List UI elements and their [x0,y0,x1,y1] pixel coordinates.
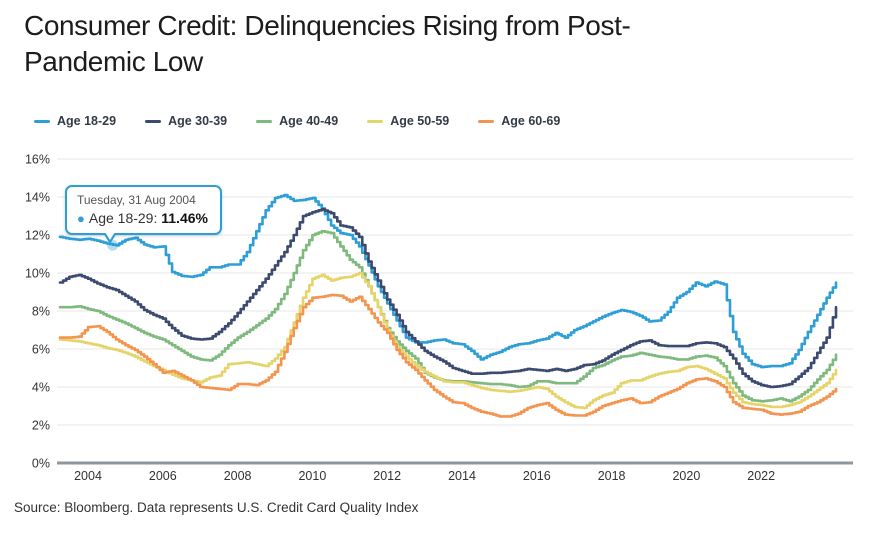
x-axis-label: 2016 [523,469,551,483]
legend-marker-icon [478,119,495,123]
legend-marker-icon [34,119,50,123]
y-axis-label: 14% [25,191,50,205]
legend-marker-icon [145,119,162,123]
y-axis-label: 10% [25,267,50,281]
tooltip: Tuesday, 31 Aug 2004 ● Age 18-29: 11.46% [65,185,222,244]
x-axis-label: 2008 [224,469,252,483]
tooltip-value: 11.46% [161,210,208,226]
x-axis-label: 2012 [373,469,401,483]
legend-item-age-40-49[interactable]: Age 40-49 [256,114,338,128]
y-axis-label: 2% [32,419,50,433]
legend-label: Age 18-29 [57,114,117,128]
y-axis-label: 0% [32,457,50,471]
legend-item-age-18-29[interactable]: Age 18-29 [34,114,116,128]
y-axis-label: 16% [25,153,50,167]
tooltip-date: Tuesday, 31 Aug 2004 [77,193,196,207]
series-line-age-60-69[interactable] [58,293,838,418]
y-axis-label: 12% [25,229,50,243]
chart-title-line2: Pandemic Low [24,46,203,77]
legend-label: Age 50-59 [390,114,450,128]
x-axis-label: 2014 [448,469,476,483]
legend-label: Age 40-49 [279,114,339,128]
legend: Age 18-29 Age 30-39 Age 40-49 Age 50-59 Age … [34,114,560,128]
y-axis-label: 6% [32,343,50,357]
y-axis-label: 4% [32,381,50,395]
x-axis-label: 2020 [672,469,700,483]
y-axis-label: 8% [32,305,50,319]
legend-item-age-60-69[interactable]: Age 60-69 [478,114,560,128]
legend-item-age-30-39[interactable]: Age 30-39 [145,114,227,128]
series-line-age-30-39[interactable] [58,208,838,389]
source-note: Source: Bloomberg. Data represents U.S. … [14,500,419,515]
x-axis-label: 2006 [149,469,177,483]
x-axis-label: 2018 [598,469,626,483]
x-axis-label: 2010 [298,469,326,483]
chart-title-line1: Consumer Credit: Delinquencies Rising fr… [24,10,631,41]
chart-title: Consumer Credit: Delinquencies Rising fr… [24,8,631,80]
legend-label: Age 30-39 [168,114,228,128]
legend-item-age-50-59[interactable]: Age 50-59 [367,114,449,128]
legend-label: Age 60-69 [501,114,561,128]
tooltip-series-label: Age 18-29: [88,210,162,226]
legend-marker-icon [367,119,384,123]
tooltip-series-bullet-icon: ● [77,211,85,226]
tooltip-row: ● Age 18-29: 11.46% [77,210,208,226]
series-line-age-18-29[interactable] [58,193,838,369]
x-axis-label: 2004 [74,469,102,483]
x-axis-label: 2022 [747,469,775,483]
legend-marker-icon [256,119,273,123]
